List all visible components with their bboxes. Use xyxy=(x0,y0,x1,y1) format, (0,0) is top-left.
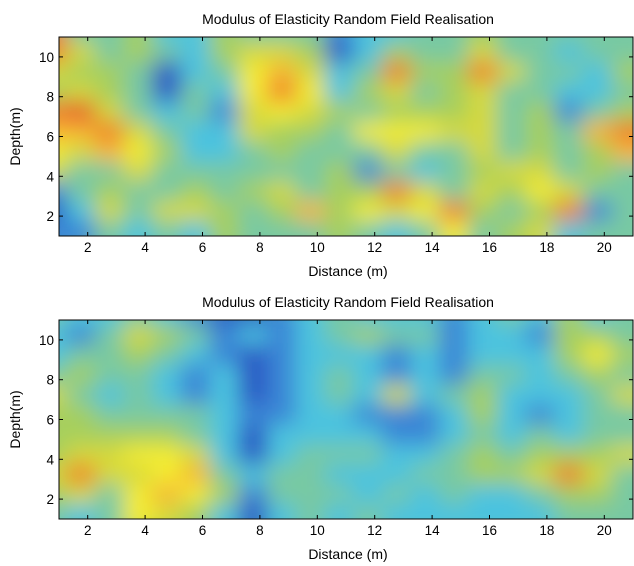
x-tick-label: 4 xyxy=(141,523,149,538)
chart-panel-top: Modulus of Elasticity Random Field Reali… xyxy=(7,11,634,279)
plot-area xyxy=(59,37,633,236)
y-tick-label: 8 xyxy=(46,373,54,388)
x-tick-label: 8 xyxy=(256,523,264,538)
x-tick-label: 14 xyxy=(425,523,441,538)
x-tick-label: 16 xyxy=(482,240,497,255)
x-tick-label: 2 xyxy=(84,523,92,538)
contour-chart-bottom: Modulus of Elasticity Random Field Reali… xyxy=(7,294,634,562)
x-tick-label: 18 xyxy=(539,240,554,255)
y-axis-label: Depth(m) xyxy=(7,390,23,448)
x-tick-label: 10 xyxy=(310,240,325,255)
contour-chart-top: Modulus of Elasticity Random Field Reali… xyxy=(7,11,634,279)
x-tick-label: 2 xyxy=(84,240,92,255)
y-tick-label: 2 xyxy=(46,209,54,224)
x-tick-label: 12 xyxy=(367,240,382,255)
x-tick-label: 18 xyxy=(539,523,554,538)
x-tick-label: 6 xyxy=(199,523,207,538)
x-axis-label: Distance (m) xyxy=(308,263,387,279)
x-tick-label: 20 xyxy=(597,523,612,538)
y-tick-label: 10 xyxy=(39,333,54,348)
x-tick-label: 16 xyxy=(482,523,497,538)
x-tick-label: 10 xyxy=(310,523,325,538)
x-axis-label: Distance (m) xyxy=(308,546,387,562)
y-tick-label: 4 xyxy=(46,452,54,467)
field-cell xyxy=(611,221,633,236)
x-tick-label: 20 xyxy=(597,240,612,255)
y-tick-label: 6 xyxy=(46,413,54,428)
y-tick-label: 10 xyxy=(39,50,54,65)
field-cell xyxy=(611,504,633,519)
plot-area xyxy=(59,320,633,519)
x-tick-label: 14 xyxy=(425,240,441,255)
y-axis-label: Depth(m) xyxy=(7,107,23,165)
x-tick-label: 4 xyxy=(141,240,149,255)
chart-panel-bottom: Modulus of Elasticity Random Field Reali… xyxy=(0,283,634,566)
x-tick-label: 6 xyxy=(199,240,207,255)
chart-title: Modulus of Elasticity Random Field Reali… xyxy=(202,11,494,27)
y-tick-label: 2 xyxy=(46,492,54,507)
y-tick-label: 4 xyxy=(46,169,54,184)
y-tick-label: 8 xyxy=(46,90,54,105)
x-tick-label: 12 xyxy=(367,523,382,538)
x-tick-label: 8 xyxy=(256,240,264,255)
y-tick-label: 6 xyxy=(46,130,54,145)
chart-title: Modulus of Elasticity Random Field Reali… xyxy=(202,294,494,310)
